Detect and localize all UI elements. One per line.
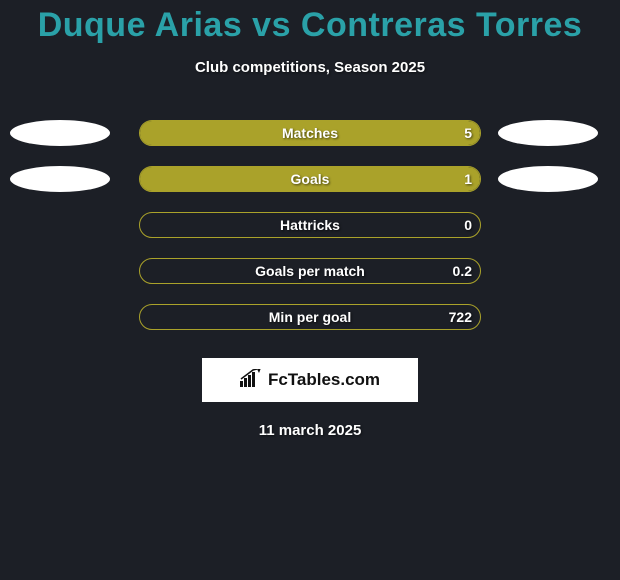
stat-bar: Goals per match 0.2: [139, 258, 481, 284]
stat-value-right: 5: [464, 125, 472, 141]
stat-row: Hattricks 0: [0, 212, 620, 238]
stat-row: Min per goal 722: [0, 304, 620, 330]
stat-row: Goals per match 0.2: [0, 258, 620, 284]
comparison-widget: Duque Arias vs Contreras Torres Club com…: [0, 0, 620, 439]
player-left-marker: [10, 120, 110, 146]
stat-value-right: 0: [464, 217, 472, 233]
stat-bar: Hattricks 0: [139, 212, 481, 238]
brand-text: FcTables.com: [268, 370, 380, 390]
player-left-marker: [10, 166, 110, 192]
page-title: Duque Arias vs Contreras Torres: [38, 6, 583, 45]
stat-label: Hattricks: [280, 217, 340, 233]
stat-value-right: 722: [449, 309, 472, 325]
stat-row: Matches 5: [0, 120, 620, 146]
stat-label: Goals per match: [255, 263, 365, 279]
date-label: 11 march 2025: [259, 422, 362, 439]
stat-value-right: 0.2: [453, 263, 472, 279]
stat-label: Min per goal: [269, 309, 351, 325]
stat-bar: Min per goal 722: [139, 304, 481, 330]
stat-label: Goals: [291, 171, 330, 187]
stat-row: Goals 1: [0, 166, 620, 192]
page-subtitle: Club competitions, Season 2025: [195, 59, 425, 76]
stat-bar: Matches 5: [139, 120, 481, 146]
stat-value-right: 1: [464, 171, 472, 187]
brand-logo[interactable]: FcTables.com: [202, 358, 418, 402]
player-right-marker: [498, 166, 598, 192]
player-right-marker: [498, 120, 598, 146]
stat-label: Matches: [282, 125, 338, 141]
stat-bar: Goals 1: [139, 166, 481, 192]
stat-rows: Matches 5 Goals 1 Hattricks 0 Goals per match 0…: [0, 120, 620, 330]
chart-icon: [240, 369, 262, 392]
